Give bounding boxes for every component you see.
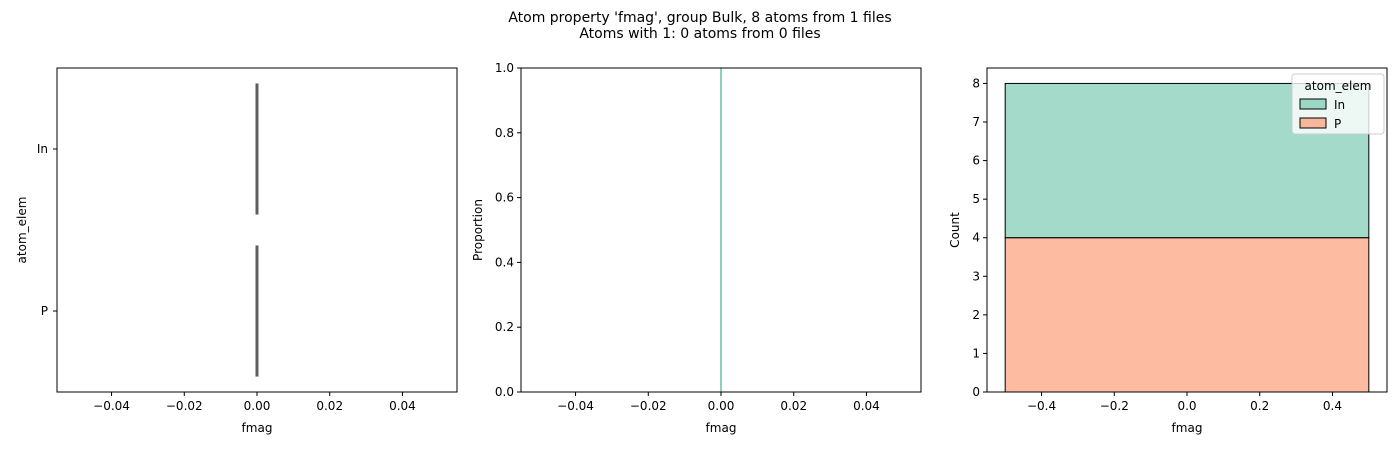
panel-histogram: −0.4 −0.2 0.0 0.2 0.4 0 1 2 3 4 5 6 7 8 fmag Count a… <box>948 67 1388 435</box>
p2-xtick-label: −0.04 <box>557 399 594 413</box>
p2-xtick-label: 0.00 <box>708 399 735 413</box>
legend-swatch-P <box>1299 117 1327 129</box>
p2-ytick-label: 0.4 <box>495 255 514 269</box>
p3-ytick-label: 0 <box>972 385 980 399</box>
p1-xtick-label: 0.02 <box>316 399 343 413</box>
legend-swatch-In <box>1299 98 1327 110</box>
p2-ytick-label: 0.8 <box>495 126 514 140</box>
p1-xtick-label: 0.00 <box>244 399 271 413</box>
legend-label-P: P <box>1334 117 1341 131</box>
p1-ytick-label: P <box>41 304 48 318</box>
p1-ytick-label: In <box>37 142 48 156</box>
p3-ytick-label: 6 <box>972 154 980 168</box>
p3-ytick-label: 4 <box>972 231 980 245</box>
p1-xlabel: fmag <box>242 421 273 435</box>
p3-xtick-label: −0.4 <box>1027 399 1056 413</box>
p2-ytick-label: 0.6 <box>495 191 514 205</box>
p3-ytick-label: 3 <box>972 269 980 283</box>
p1-ylabel: atom_elem <box>15 197 29 264</box>
p2-ytick-label: 0.2 <box>495 320 514 334</box>
p3-ytick-label: 2 <box>972 308 980 322</box>
p3-xtick-label: −0.2 <box>1100 399 1129 413</box>
p2-xtick-label: 0.02 <box>780 399 807 413</box>
legend: atom_elem In P <box>1291 73 1385 135</box>
p3-ylabel: Count <box>948 212 962 248</box>
p1-xtick-label: −0.02 <box>166 399 203 413</box>
p3-xtick-label: 0.2 <box>1250 399 1269 413</box>
p2-xtick-label: −0.02 <box>630 399 667 413</box>
p1-xtick-label: 0.04 <box>389 399 416 413</box>
legend-label-In: In <box>1334 98 1345 112</box>
p2-xlabel: fmag <box>706 421 737 435</box>
hist-bar-P <box>1004 237 1370 393</box>
p3-ytick-label: 7 <box>972 115 980 129</box>
p3-ytick-label: 5 <box>972 192 980 206</box>
panel-ecdf: −0.04 −0.02 0.00 0.02 0.04 0.0 0.2 0.4 0.6 0.8 1.… <box>471 61 922 435</box>
p3-xlabel: fmag <box>1172 421 1203 435</box>
p3-xtick-label: 0.4 <box>1323 399 1342 413</box>
figure-title-line1: Atom property 'fmag', group Bulk, 8 atom… <box>508 10 891 26</box>
p2-ytick-label: 1.0 <box>495 61 514 75</box>
figure-title-line2: Atoms with 1: 0 atoms from 0 files <box>579 26 820 42</box>
p3-ytick-label: 8 <box>972 76 980 90</box>
p3-ytick-label: 1 <box>972 346 980 360</box>
p2-ylabel: Proportion <box>471 199 485 261</box>
p2-xtick-label: 0.04 <box>853 399 880 413</box>
panel-box: −0.04 −0.02 0.00 0.02 0.04 In P fmag atom_ele… <box>15 67 458 435</box>
p2-ytick-label: 0.0 <box>495 385 514 399</box>
p3-xtick-label: 0.0 <box>1177 399 1196 413</box>
legend-title: atom_elem <box>1305 79 1372 93</box>
p1-xtick-label: −0.04 <box>93 399 130 413</box>
